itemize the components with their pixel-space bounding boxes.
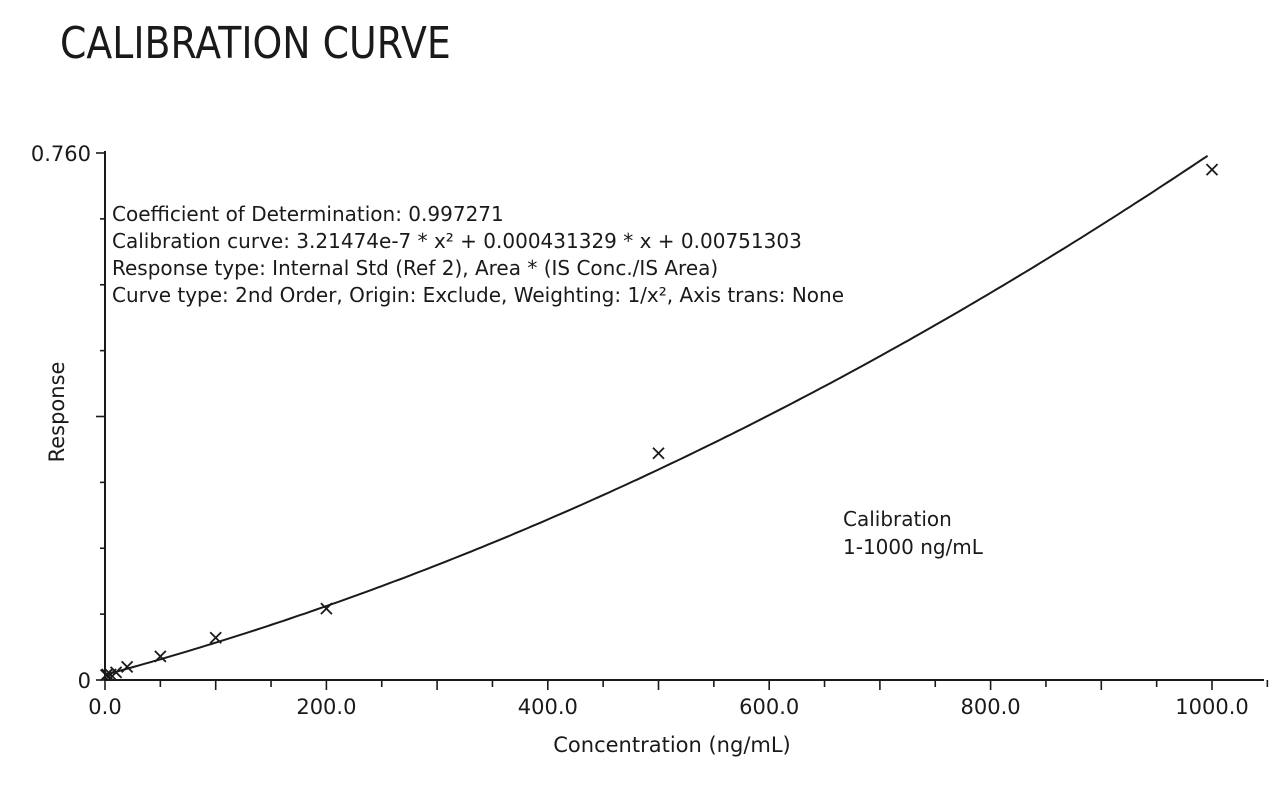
data-point — [652, 447, 665, 460]
data-markers — [99, 163, 1219, 682]
x-tick-label: 400.0 — [518, 695, 578, 719]
data-point — [1205, 163, 1219, 176]
data-point — [154, 650, 167, 663]
data-point — [209, 631, 222, 644]
annotations: Coefficient of Determination: 0.997271 Ca… — [112, 202, 844, 307]
annotation-line: Coefficient of Determination: 0.997271 — [112, 202, 504, 226]
page-title: CALIBRATION CURVE — [60, 18, 451, 69]
axes — [104, 151, 1264, 681]
y-axis-title: Response — [45, 362, 69, 463]
calibration-label-line: Calibration — [843, 507, 952, 531]
x-tick-label: 600.0 — [739, 695, 799, 719]
x-tick-label: 0.0 — [88, 695, 121, 719]
calibration-label-line: 1-1000 ng/mL — [843, 535, 984, 559]
annotation-line: Calibration curve: 3.21474e-7 * x² + 0.0… — [112, 229, 802, 253]
data-point — [109, 666, 123, 679]
x-tick-label: 1000.0 — [1175, 695, 1248, 719]
x-axis-title: Concentration (ng/mL) — [553, 733, 791, 757]
tick-labels: 0.0 200.0 400.0 600.0 800.0 1000.0 0 0.760 — [31, 142, 1249, 719]
x-tick-label: 200.0 — [296, 695, 356, 719]
y-tick-label: 0 — [78, 669, 91, 693]
fit-curve — [105, 154, 1209, 676]
annotation-line: Curve type: 2nd Order, Origin: Exclude, … — [112, 283, 844, 307]
minor-ticks — [96, 152, 1269, 690]
y-tick-label: 0.760 — [31, 142, 91, 166]
calibration-label: Calibration 1-1000 ng/mL — [843, 507, 984, 559]
x-tick-label: 800.0 — [961, 695, 1021, 719]
data-point — [121, 660, 134, 673]
annotation-line: Response type: Internal Std (Ref 2), Are… — [112, 256, 718, 280]
data-point — [320, 602, 333, 615]
